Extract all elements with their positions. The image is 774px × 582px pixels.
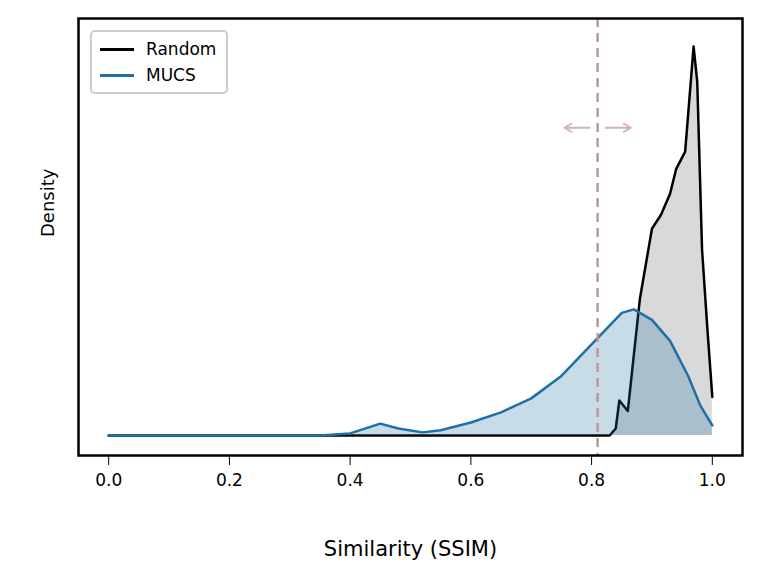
svg-text:Density: Density [37,168,58,237]
svg-text:0.0: 0.0 [95,470,122,490]
html-text:Random: Random [146,39,217,59]
html-text:MUCS: MUCS [146,65,196,85]
svg-text:1.0: 1.0 [699,470,726,490]
svg-text:Similarity (SSIM): Similarity (SSIM) [324,537,497,561]
svg-text:0.4: 0.4 [337,470,364,490]
svg-text:0.8: 0.8 [578,470,605,490]
svg-text:0.2: 0.2 [216,470,243,490]
svg-text:0.6: 0.6 [457,470,484,490]
